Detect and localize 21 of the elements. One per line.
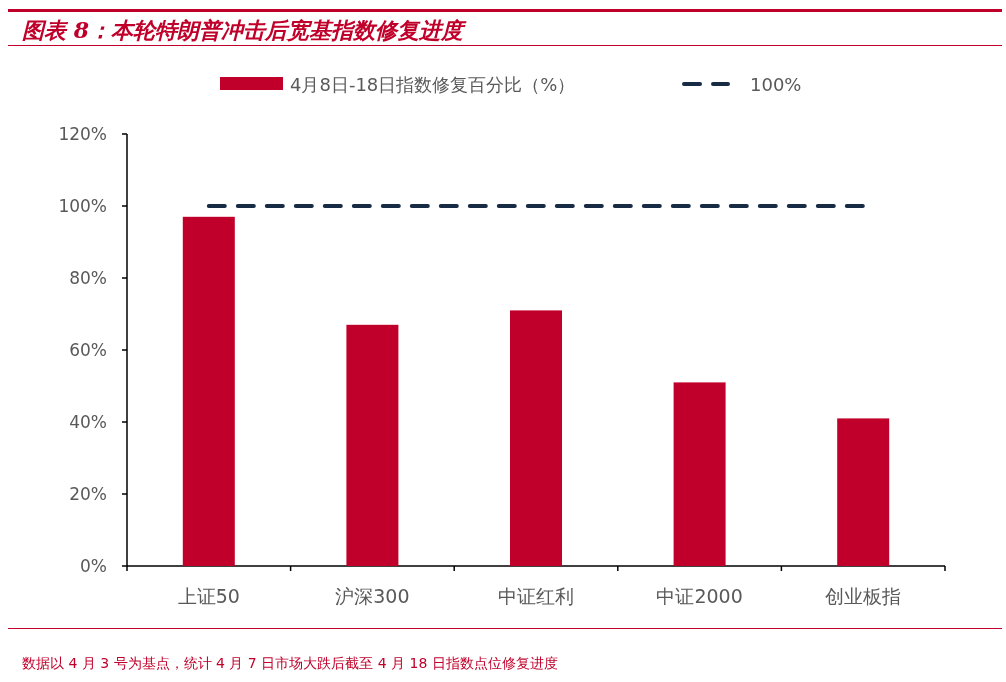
y-tick-label: 100% (58, 196, 107, 216)
x-tick-label: 中证红利 (498, 585, 574, 607)
y-tick-label: 20% (69, 484, 107, 504)
y-tick-label: 40% (69, 412, 107, 432)
chart-title: 图表 8：本轮特朗普冲击后宽基指数修复进度 (22, 17, 467, 43)
bar (346, 324, 399, 566)
bar (182, 216, 235, 566)
y-tick-label: 120% (58, 124, 107, 144)
legend-label: 4月8日-18日指数修复百分比（%） (290, 74, 576, 95)
bar (837, 418, 890, 566)
x-tick-label: 沪深300 (335, 585, 410, 607)
x-tick-label: 中证2000 (656, 585, 743, 607)
y-tick-label: 80% (69, 268, 107, 288)
bar (673, 382, 726, 566)
x-tick-label: 上证50 (177, 585, 240, 607)
y-tick-label: 60% (69, 340, 107, 360)
bar (510, 310, 562, 566)
y-tick-label: 0% (80, 556, 107, 576)
text: 数据以 4 月 3 号为基点，统计 4 月 7 日市场大跌后截至 4 月 18 日指数点位修复进度 (22, 655, 558, 671)
x-tick-label: 创业板指 (825, 585, 902, 607)
legend-label: 100% (750, 74, 802, 95)
